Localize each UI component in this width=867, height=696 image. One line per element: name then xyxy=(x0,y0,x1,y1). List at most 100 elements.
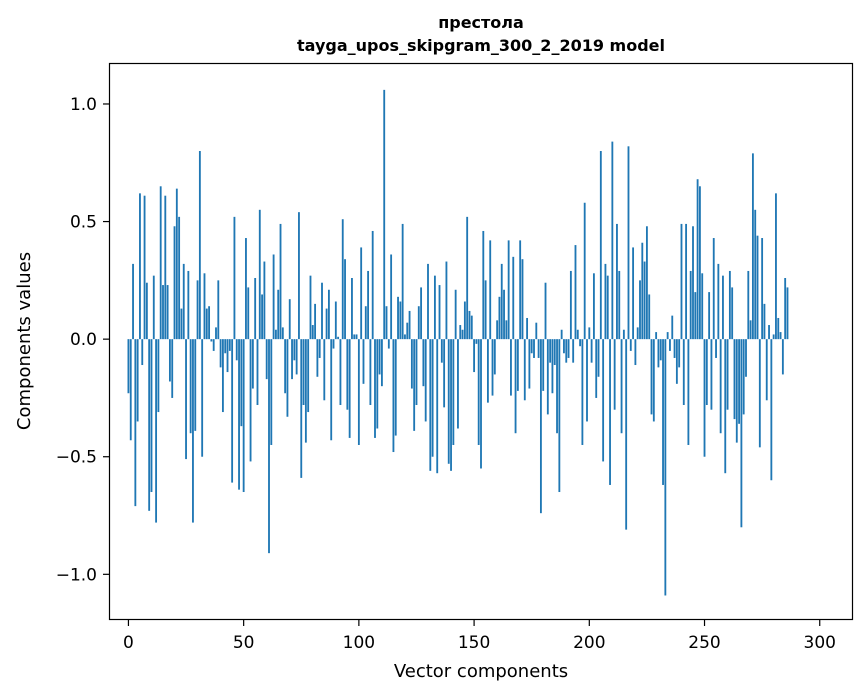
bar xyxy=(344,259,346,340)
bar xyxy=(775,193,777,340)
bar xyxy=(127,339,130,394)
bar xyxy=(669,339,671,351)
bar xyxy=(454,289,457,340)
bar xyxy=(682,339,685,405)
bar xyxy=(572,339,575,363)
bar xyxy=(238,339,240,490)
bar xyxy=(339,339,342,405)
bar xyxy=(212,339,215,351)
bar xyxy=(751,153,754,340)
bar xyxy=(394,339,397,436)
bar xyxy=(685,223,688,340)
bar xyxy=(385,306,388,340)
bar xyxy=(717,263,720,340)
bar xyxy=(473,339,476,373)
bar xyxy=(655,332,658,340)
bar xyxy=(530,339,533,354)
bar xyxy=(371,230,374,340)
bar xyxy=(694,292,697,340)
bar xyxy=(415,339,418,405)
bar xyxy=(491,339,494,396)
bar xyxy=(687,339,690,445)
bar xyxy=(408,310,411,340)
bar xyxy=(235,339,238,361)
bar xyxy=(410,339,413,389)
bar xyxy=(611,141,614,340)
bar xyxy=(178,216,181,340)
chart-title: престола tayga_upos_skipgram_300_2_2019 … xyxy=(297,13,665,55)
bar xyxy=(362,339,365,384)
bar xyxy=(334,301,337,340)
bar xyxy=(219,339,222,368)
bar xyxy=(231,339,234,483)
bar xyxy=(558,339,561,493)
bar xyxy=(641,242,644,340)
bar xyxy=(514,339,517,434)
bar xyxy=(192,339,194,523)
bar xyxy=(399,301,402,340)
bar xyxy=(268,339,270,554)
bar xyxy=(189,339,192,434)
bar xyxy=(599,151,602,340)
bar xyxy=(295,339,298,375)
y-tick-label: 1.0 xyxy=(70,95,97,115)
x-axis-label: Vector components xyxy=(394,661,568,682)
bar xyxy=(327,289,330,340)
bar xyxy=(625,339,628,530)
bar xyxy=(397,296,399,340)
bar xyxy=(754,209,757,340)
bar xyxy=(503,289,505,340)
bar xyxy=(620,339,623,434)
bar xyxy=(357,339,360,445)
bar xyxy=(756,235,759,340)
x-tick-label: 0 xyxy=(123,633,134,653)
bar xyxy=(489,240,492,340)
bar xyxy=(364,306,367,340)
bar xyxy=(293,339,296,361)
bar xyxy=(185,339,187,460)
bar xyxy=(786,287,789,340)
bar xyxy=(187,270,190,340)
bar xyxy=(477,339,480,445)
bar xyxy=(486,339,489,403)
bar xyxy=(245,238,247,340)
bar xyxy=(360,247,363,340)
bar xyxy=(316,339,319,377)
bar xyxy=(516,339,519,391)
x-tick-label: 100 xyxy=(343,633,375,653)
bar xyxy=(217,280,220,340)
bar xyxy=(251,339,254,389)
bar xyxy=(576,329,579,340)
bar xyxy=(215,327,217,340)
bar xyxy=(673,339,676,358)
bar xyxy=(134,339,137,507)
bar xyxy=(567,339,570,358)
bar xyxy=(291,339,293,380)
bar xyxy=(132,263,134,340)
bar xyxy=(560,329,563,340)
bar xyxy=(205,308,208,340)
bar xyxy=(597,339,600,377)
bar xyxy=(657,339,660,368)
bar xyxy=(139,193,141,340)
bar xyxy=(353,334,356,340)
bar xyxy=(666,332,669,340)
bar xyxy=(136,339,139,422)
bar xyxy=(772,334,775,340)
bar xyxy=(703,339,706,457)
bar xyxy=(404,334,406,340)
plot-frame xyxy=(108,62,854,621)
bar xyxy=(592,273,595,340)
bar xyxy=(689,270,692,340)
bar xyxy=(433,275,436,340)
bar xyxy=(166,285,169,340)
bar xyxy=(141,339,144,366)
bar xyxy=(590,339,593,363)
bar xyxy=(701,273,704,340)
bar xyxy=(390,254,393,340)
bar xyxy=(323,339,326,401)
bar xyxy=(263,261,266,340)
bar xyxy=(463,301,466,340)
bar xyxy=(629,339,632,351)
bar xyxy=(311,325,314,340)
